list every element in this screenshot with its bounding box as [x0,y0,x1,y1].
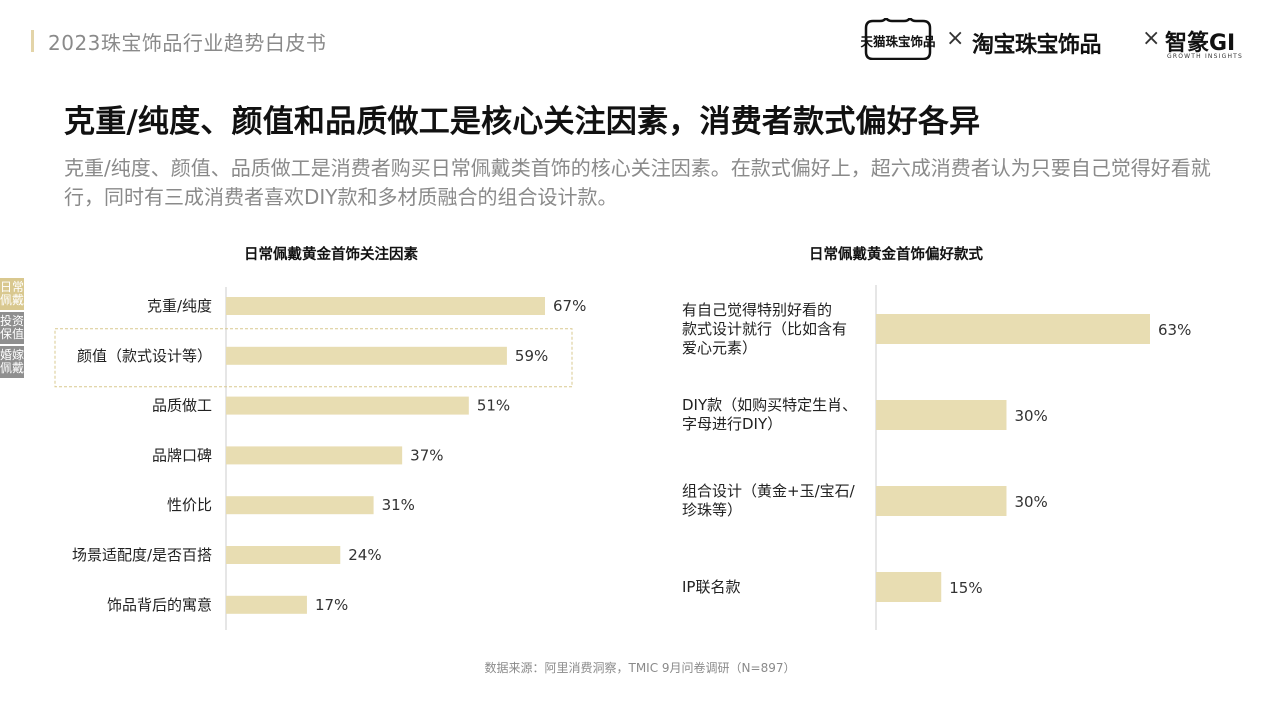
chart-1-title: 日常佩戴黄金首饰关注因素 [244,247,418,263]
chart-1-value-label: 59% [515,347,548,365]
data-source-note: 数据来源：阿里消费洞察，TMIC 9月问卷调研（N=897） [484,661,796,675]
chart-2-bar [876,314,1150,344]
chart-2-category-label-line: 字母进行DIY） [682,415,783,433]
taobao-logo-text: 淘宝珠宝饰品 [972,33,1102,58]
chart-1-value-label: 67% [553,297,586,315]
chart-1-category-label: 品牌口碑 [152,446,212,464]
chart-2-category-label-line: 有自己觉得特别好看的 [682,300,833,319]
side-tab-investment[interactable]: 投资保值 [0,312,24,344]
times-sign-1: × [946,26,965,51]
chart-2-category-label-line: 珍珠等） [682,501,743,519]
chart-2-category-label: IP联名款 [682,578,740,597]
side-tabs: 日常佩戴 投资保值 婚嫁佩戴 [0,278,26,380]
chart-1-value-label: 24% [348,546,381,564]
chart-1-highlight-box [54,328,573,388]
chart-2-category-label: DIY款（如购买特定生肖、 字母进行DIY） [682,396,857,434]
chart-1-bar [226,595,307,614]
chart-2-value-label: 30% [1014,493,1047,511]
chart-1-value-label: 31% [382,496,415,514]
chart-1-category-label: 场景适配度/是否百搭 [72,546,212,564]
chart-2-value-label: 15% [949,579,982,597]
chart-1-bar [226,297,545,315]
chart-1-bar [226,546,341,564]
chart-1-value-label: 37% [410,446,443,464]
chart-1-category-label: 克重/纯度 [147,297,212,315]
chart-1-category-label: 品质做工 [152,397,212,415]
chart-1-category-label: 颜值（款式设计等） [77,347,212,365]
chart-2-bar [876,486,1007,516]
partner-logos: 天猫珠宝饰品 × 淘宝珠宝饰品 × 智篆GI GROWTH INSIGHTS [850,14,1280,66]
chart-2-title: 日常佩戴黄金首饰偏好款式 [809,247,983,263]
chart-2-value-label: 30% [1014,407,1047,425]
chart-2-bar [876,572,942,602]
chart-2-category-label-line: DIY款（如购买特定生肖、 [682,396,858,414]
chart-1-value-label: 17% [315,596,348,614]
tmall-logo-text: 天猫珠宝饰品 [860,34,936,49]
chart-2-bar [876,400,1007,430]
times-sign-2: × [1142,26,1161,51]
chart-1-bar [226,446,403,465]
chart-1-bar [226,346,507,365]
growth-insights-logo-sub: GROWTH INSIGHTS [1167,53,1244,60]
chart-2-category-label: 组合设计（黄金+玉/宝石/珍珠等） [682,482,855,520]
chart-2-category-label-line: 款式设计就行（比如含有 [682,319,848,338]
chart-1-category-label: 饰品背后的寓意 [107,596,212,614]
chart-1-value-label: 51% [477,397,510,415]
growth-insights-logo-text: 智篆GI [1165,31,1236,56]
chart-2-category-label: 有自己觉得特别好看的 款式设计就行（比如含有 爱心元素） [682,301,847,358]
header-accent-bar [31,30,34,52]
side-tab-wedding[interactable]: 婚嫁佩戴 [0,346,24,378]
page-title: 克重/纯度、颜值和品质做工是核心关注因素，消费者款式偏好各异 [64,104,981,140]
side-tab-daily[interactable]: 日常佩戴 [0,278,24,310]
chart-1-category-label: 性价比 [167,496,212,514]
chart-2-category-label-line: 爱心元素） [682,338,758,357]
header-title: 2023珠宝饰品行业趋势白皮书 [48,31,327,55]
chart-1-bar [226,496,374,515]
chart-2-value-label: 63% [1158,321,1191,339]
tmall-logo-icon [864,18,932,60]
chart-2-category-label-line: 组合设计（黄金+玉/宝石/ [682,482,855,500]
chart-2-category-label-line: IP联名款 [682,577,741,596]
chart-1-bar [226,396,469,415]
page-subtitle: 克重/纯度、颜值、品质做工是消费者购买日常佩戴类首饰的核心关注因素。在款式偏好上… [64,156,1211,209]
